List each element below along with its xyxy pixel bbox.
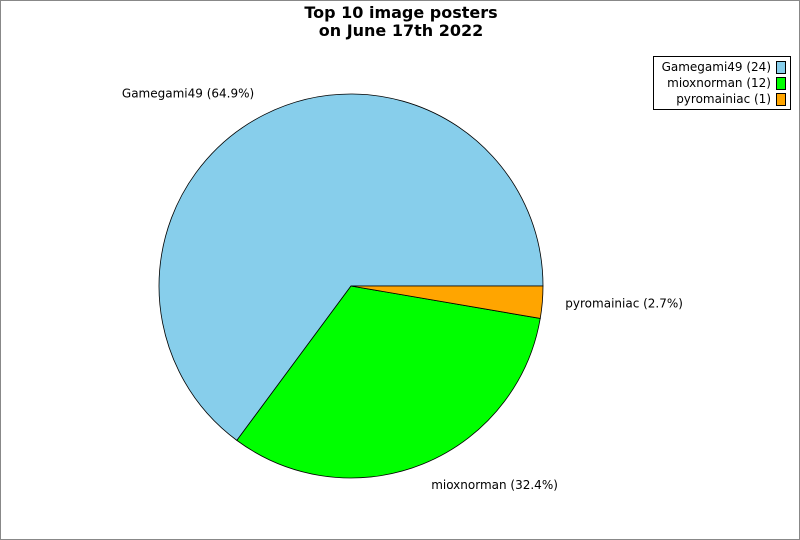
pie-label-gamegami49: Gamegami49 (64.9%): [122, 87, 254, 101]
pie-label-pyromainiac: pyromainiac (2.7%): [565, 297, 683, 311]
legend-item-gamegami49: Gamegami49 (24): [662, 59, 786, 75]
legend-label: Gamegami49 (24): [661, 60, 771, 74]
legend-swatch: [776, 76, 786, 90]
pie-slice-gamegami49: [158, 93, 544, 441]
chart-legend: Gamegami49 (24) mioxnorman (12) pyromain…: [652, 56, 791, 110]
pie-slices: [158, 93, 544, 479]
pie-slice-pyromainiac: [350, 285, 544, 319]
chart-title: Top 10 image posters on June 17th 2022: [1, 3, 799, 40]
legend-swatch: [776, 60, 786, 74]
legend-item-pyromainiac: pyromainiac (1): [662, 91, 786, 107]
pie-label-mioxnorman: mioxnorman (32.4%): [431, 478, 558, 492]
legend-label: pyromainiac (1): [676, 92, 771, 106]
pie-slice-mioxnorman: [236, 285, 541, 479]
chart-title-line-2: on June 17th 2022: [318, 21, 484, 40]
legend-item-mioxnorman: mioxnorman (12): [662, 75, 786, 91]
legend-label: mioxnorman (12): [667, 76, 771, 90]
legend-swatch: [776, 92, 786, 106]
pie-slice-labels: Gamegami49 (64.9%) mioxnorman (32.4%) pyro…: [122, 87, 683, 493]
chart-title-line-1: Top 10 image posters: [304, 3, 498, 22]
